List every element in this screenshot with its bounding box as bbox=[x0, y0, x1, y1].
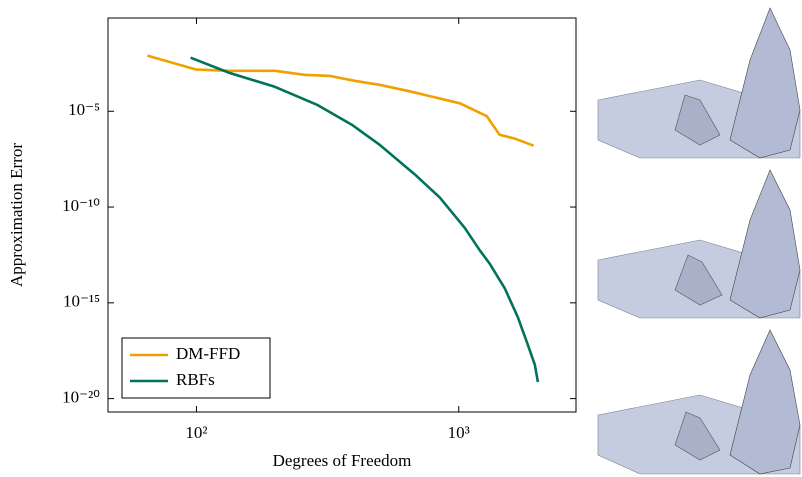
y-tick-label: 10⁻¹⁵ bbox=[63, 292, 100, 311]
surface-panel bbox=[598, 8, 800, 158]
series-line bbox=[191, 58, 538, 382]
surface-panel bbox=[598, 170, 800, 318]
surface-panel bbox=[598, 330, 800, 474]
y-axis-label: Approximation Error bbox=[7, 143, 26, 287]
legend-label: DM-FFD bbox=[176, 344, 240, 363]
series-line bbox=[147, 56, 533, 146]
y-tick-label: 10⁻²⁰ bbox=[62, 388, 100, 407]
y-tick-label: 10⁻⁵ bbox=[68, 100, 100, 119]
legend-label: RBFs bbox=[176, 370, 215, 389]
x-tick-label: 10² bbox=[185, 423, 207, 442]
figure: Degrees of Freedom Approximation Error 1… bbox=[0, 0, 802, 477]
y-tick-label: 10⁻¹⁰ bbox=[62, 196, 100, 215]
x-tick-label: 10³ bbox=[448, 423, 470, 442]
x-axis-label: Degrees of Freedom bbox=[273, 451, 412, 470]
